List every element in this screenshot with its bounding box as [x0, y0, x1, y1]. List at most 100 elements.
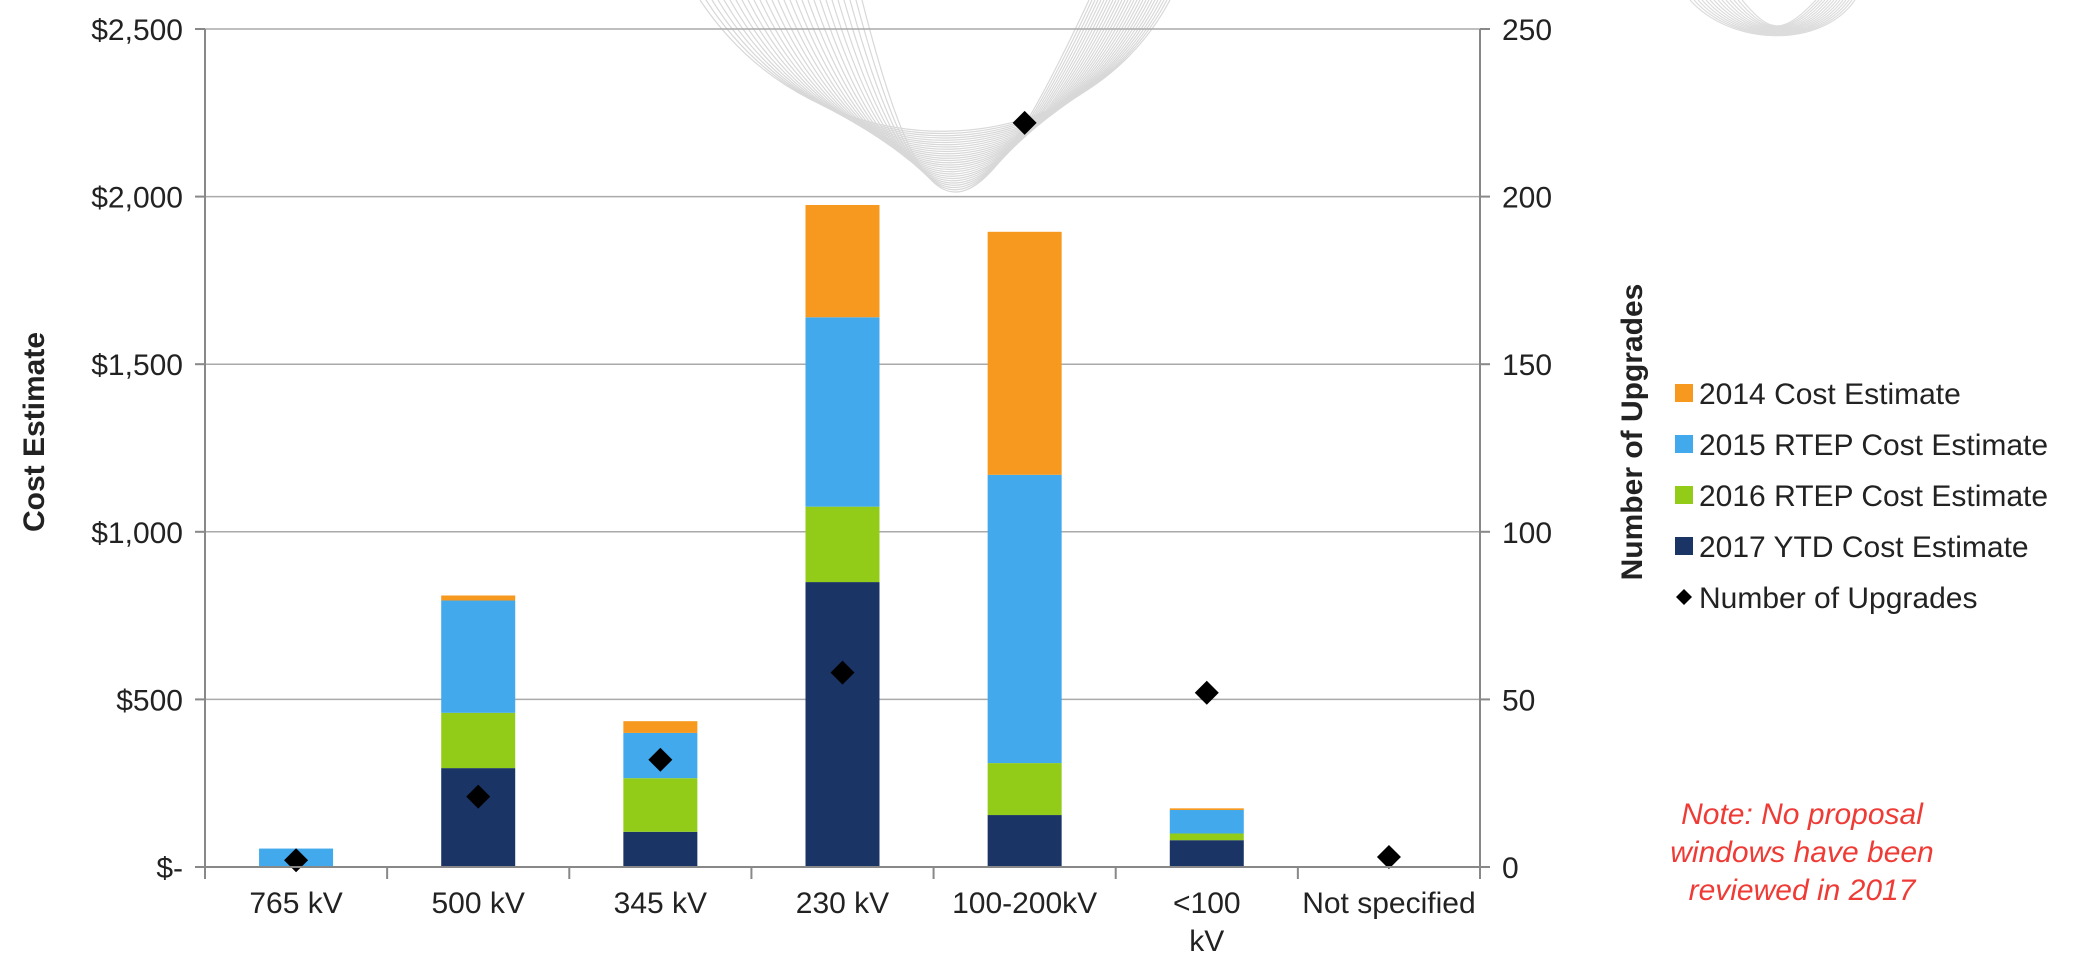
y-axis-ticks: $- $500 $1,000 $1,500 $2,000 $2,500 [91, 14, 183, 885]
watermark-curve [1701, 0, 1847, 34]
watermark-curve [1725, 0, 1829, 30]
y2-tick-label: 150 [1502, 349, 1552, 382]
watermark-curve [813, 0, 1114, 175]
legend-label: 2014 Cost Estimate [1699, 378, 1961, 411]
watermark-curve [759, 0, 1141, 155]
watermark-curve [777, 0, 1132, 162]
watermark-curve [765, 0, 1138, 157]
watermark-curve [1729, 0, 1826, 29]
watermark-curve [825, 0, 1108, 179]
y2-tick-label: 0 [1502, 852, 1519, 885]
upgrade-marker [648, 747, 673, 772]
legend-swatch [1675, 384, 1693, 402]
legend-swatch [1675, 486, 1693, 504]
y-tick-label: $2,000 [91, 182, 183, 215]
legend: 2014 Cost Estimate 2015 RTEP Cost Estimat… [1675, 378, 2048, 615]
x-tick-label: 500 kV [432, 887, 525, 920]
bars [259, 204, 1244, 867]
bar-segment [623, 778, 698, 832]
legend-label: 2017 YTD Cost Estimate [1699, 531, 2029, 564]
watermark-curve [783, 0, 1129, 164]
bar-segment [805, 204, 880, 318]
x-tick-label: 765 kV [249, 887, 342, 920]
legend-label: 2016 RTEP Cost Estimate [1699, 480, 2048, 513]
watermark-curve [843, 0, 1099, 186]
upgrade-marker [1194, 680, 1219, 705]
x-axis-ticks: 765 kV 500 kV 345 kV 230 kV 100-200kV <100 kV N… [249, 887, 1475, 958]
legend-label: 2015 RTEP Cost Estimate [1699, 429, 2048, 462]
watermark-curve [735, 0, 1153, 146]
watermark-curves [699, 0, 1856, 193]
watermark-curve [1697, 0, 1850, 35]
x-tick-label: <100 kV [1173, 887, 1241, 958]
watermark-curve [1741, 0, 1817, 27]
y-axis-title: Cost Estimate [18, 332, 51, 532]
watermark-curve [801, 0, 1120, 170]
bar-segment [987, 231, 1062, 475]
bar-segment [987, 815, 1062, 867]
watermark-curve [861, 0, 1090, 193]
upgrade-marker [466, 784, 491, 809]
bar-segment [805, 582, 880, 867]
y-tick-label: $1,500 [91, 349, 183, 382]
bar-segment [987, 763, 1062, 816]
watermark-curve [1733, 0, 1823, 28]
legend-swatch [1675, 435, 1693, 453]
watermark-curve [753, 0, 1144, 153]
axes [195, 28, 1490, 879]
watermark-curve [771, 0, 1135, 159]
watermark-curve [729, 0, 1156, 144]
y2-tick-label: 200 [1502, 182, 1552, 215]
y-tick-label: $500 [116, 684, 183, 717]
upgrade-marker [1376, 844, 1401, 869]
watermark-curve [741, 0, 1150, 148]
upgrade-marker [830, 660, 855, 685]
y-tick-label: $- [156, 852, 183, 885]
watermark-curve [1709, 0, 1841, 33]
watermark-curve [717, 0, 1162, 139]
x-tick-label: 345 kV [614, 887, 707, 920]
bar-segment [1169, 840, 1244, 867]
watermark-curve [831, 0, 1105, 182]
bar-segment [623, 831, 698, 867]
bar-segment [805, 506, 880, 583]
watermark-curve [711, 0, 1165, 137]
y-tick-label: $2,500 [91, 14, 183, 47]
bar-segment [623, 721, 698, 733]
x-tick-label: 230 kV [796, 887, 889, 920]
bar-segment [441, 768, 516, 867]
watermark-curve [747, 0, 1147, 150]
watermark-curve [819, 0, 1111, 177]
bar-segment [1169, 810, 1244, 834]
y-tick-label: $1,000 [91, 517, 183, 550]
watermark-curve [723, 0, 1159, 141]
legend-label: Number of Upgrades [1699, 582, 1977, 615]
x-tick-label: 100-200kV [952, 887, 1097, 920]
upgrade-marker [1012, 110, 1037, 135]
watermark-curve [807, 0, 1117, 173]
x-tick-label: Not specified [1302, 887, 1475, 920]
watermark-curve [789, 0, 1126, 166]
chart-annotation: Note: No proposal windows have been revi… [1670, 798, 1934, 907]
watermark-curve [1705, 0, 1844, 34]
y2-axis-ticks: 0 50 100 150 200 250 [1502, 14, 1552, 885]
bar-segment [805, 317, 880, 507]
y2-axis-title: Number of Upgrades [1616, 284, 1649, 581]
watermark-curve [855, 0, 1093, 191]
bar-segment [1169, 808, 1244, 811]
watermark-curve [795, 0, 1123, 168]
watermark-curve [837, 0, 1102, 184]
legend-diamond-marker [1676, 589, 1692, 605]
bar-segment [441, 712, 516, 769]
y2-tick-label: 100 [1502, 517, 1552, 550]
bar-segment [1169, 833, 1244, 841]
watermark-curve [849, 0, 1096, 188]
y2-tick-label: 50 [1502, 684, 1535, 717]
bar-segment [441, 600, 516, 713]
y2-tick-label: 250 [1502, 14, 1552, 47]
watermark-curve [705, 0, 1168, 135]
bar-segment [987, 474, 1062, 764]
watermark-curve [699, 0, 1171, 132]
bar-segment [441, 595, 516, 601]
